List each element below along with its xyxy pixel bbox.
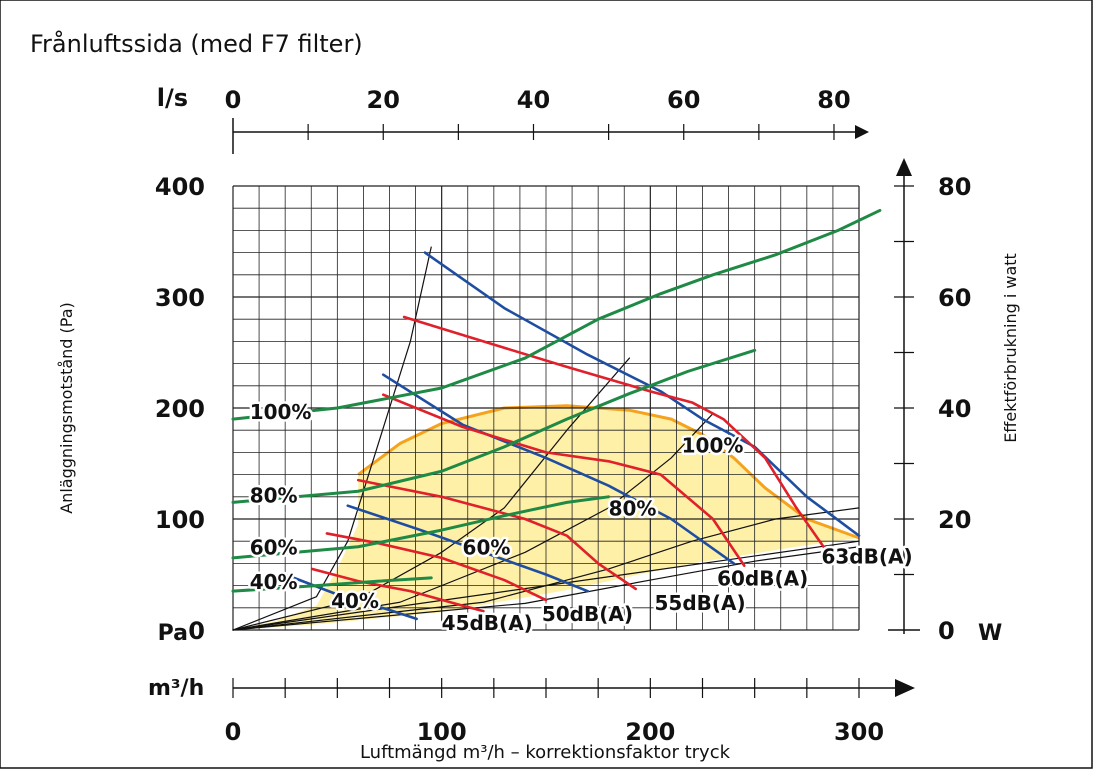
y-tick-label: 400 bbox=[155, 173, 205, 201]
sound-level-label: 60dB(A) bbox=[717, 567, 808, 591]
fan-speed-label-halo: 80% bbox=[609, 497, 657, 521]
fan-speed-curve-4 bbox=[231, 576, 433, 593]
top-tick-label: 60 bbox=[667, 86, 700, 114]
fan-speed-label-halo: 100% bbox=[250, 400, 312, 424]
fan-speed-label: 60% bbox=[463, 536, 511, 560]
sound-curve-5 bbox=[356, 478, 638, 591]
fan-speed-layer bbox=[231, 208, 882, 593]
sound-level-label: 63dB(A) bbox=[821, 544, 912, 568]
fan-speed-label-halo: 40% bbox=[250, 570, 298, 594]
sound-curve-2 bbox=[310, 567, 485, 613]
fan-speed-label: 100% bbox=[250, 400, 312, 424]
x-tick-label: 300 bbox=[834, 718, 884, 746]
system-curve-4 bbox=[232, 507, 860, 631]
y-tick-label: 300 bbox=[155, 284, 205, 312]
sound-level-label-halo: 55dB(A) bbox=[655, 591, 746, 615]
fan-speed-label: 60% bbox=[250, 536, 298, 560]
system-curve-6 bbox=[232, 540, 860, 631]
sound-curve-4 bbox=[325, 532, 548, 602]
top-axis-arrow bbox=[855, 125, 869, 139]
fan-speed-label-halo: 100% bbox=[682, 433, 744, 457]
sound-curve-8 bbox=[423, 251, 861, 537]
grid-layer bbox=[232, 185, 860, 631]
bottom-axis-arrow bbox=[895, 679, 915, 697]
fan-speed-label: 100% bbox=[682, 433, 744, 457]
chart-title: Frånluftssida (med F7 filter) bbox=[30, 29, 363, 58]
fan-speed-label-halo: 60% bbox=[463, 536, 511, 560]
fan-speed-curve-3 bbox=[231, 495, 611, 560]
x-tick-label: 200 bbox=[625, 718, 675, 746]
system-curve-5 bbox=[232, 546, 860, 631]
fan-speed-curve-2 bbox=[231, 348, 757, 504]
x-tick-label: 0 bbox=[225, 718, 242, 746]
fan-speed-label: 40% bbox=[331, 589, 379, 613]
top-tick-label: 0 bbox=[225, 86, 242, 114]
right-unit: W bbox=[978, 621, 1002, 646]
sound-level-label: 50dB(A) bbox=[542, 602, 633, 626]
fan-speed-label: 80% bbox=[609, 497, 657, 521]
sound-curve-layer bbox=[283, 251, 861, 621]
right-tick-label: 60 bbox=[938, 284, 971, 312]
sound-level-label-halo: 50dB(A) bbox=[542, 602, 633, 626]
right-tick-label: 0 bbox=[938, 617, 955, 645]
left-axis-label: Anläggningsmotstånd (Pa) bbox=[57, 302, 76, 514]
sound-level-label: 45dB(A) bbox=[442, 611, 533, 635]
fan-speed-label: 40% bbox=[250, 570, 298, 594]
top-tick-label: 20 bbox=[367, 86, 400, 114]
top-unit: l/s bbox=[157, 84, 188, 112]
top-tick-label: 40 bbox=[517, 86, 550, 114]
axes-layer: 0 100 200 300 400 0 100 200 300 0 20 40 60 80 0 20 40 60 8… bbox=[155, 86, 972, 746]
y-tick-label: 200 bbox=[155, 395, 205, 423]
y-tick-label: 0 bbox=[188, 617, 205, 645]
fan-speed-curve-1 bbox=[231, 208, 882, 421]
sound-level-label-halo: 63dB(A) bbox=[821, 544, 912, 568]
right-tick-label: 80 bbox=[938, 173, 971, 201]
fan-speed-label: 80% bbox=[250, 483, 298, 507]
sound-curve-7 bbox=[381, 393, 746, 567]
sound-level-label-halo: 60dB(A) bbox=[717, 567, 808, 591]
bottom-unit: m³/h bbox=[148, 676, 204, 701]
system-curve-3 bbox=[232, 412, 714, 631]
right-tick-label: 40 bbox=[938, 395, 971, 423]
top-tick-label: 80 bbox=[817, 86, 850, 114]
y-tick-label: 100 bbox=[155, 506, 205, 534]
right-axis-arrow bbox=[896, 158, 912, 176]
sound-curve-3 bbox=[346, 504, 590, 593]
sound-level-label-halo: 45dB(A) bbox=[442, 611, 533, 635]
fan-speed-label-halo: 80% bbox=[250, 483, 298, 507]
labels-layer: 100%100%80%80%60%60%40%40%100%100%80%80%… bbox=[247, 398, 915, 638]
x-tick-label: 100 bbox=[417, 718, 467, 746]
x-axis-label: Luftmängd m³/h – korrektionsfaktor tryck bbox=[360, 742, 731, 763]
right-tick-label: 20 bbox=[938, 506, 971, 534]
sound-level-label: 55dB(A) bbox=[655, 591, 746, 615]
system-curve-layer bbox=[232, 246, 860, 631]
left-unit: Pa bbox=[158, 621, 188, 646]
fan-speed-label-halo: 60% bbox=[250, 536, 298, 560]
right-axis-label: Effektförbrukning i watt bbox=[1001, 253, 1020, 443]
system-curve-2 bbox=[232, 357, 631, 631]
fan-speed-label-halo: 40% bbox=[331, 589, 379, 613]
sound-curve-6 bbox=[381, 373, 736, 565]
sound-curve-9 bbox=[402, 315, 825, 549]
